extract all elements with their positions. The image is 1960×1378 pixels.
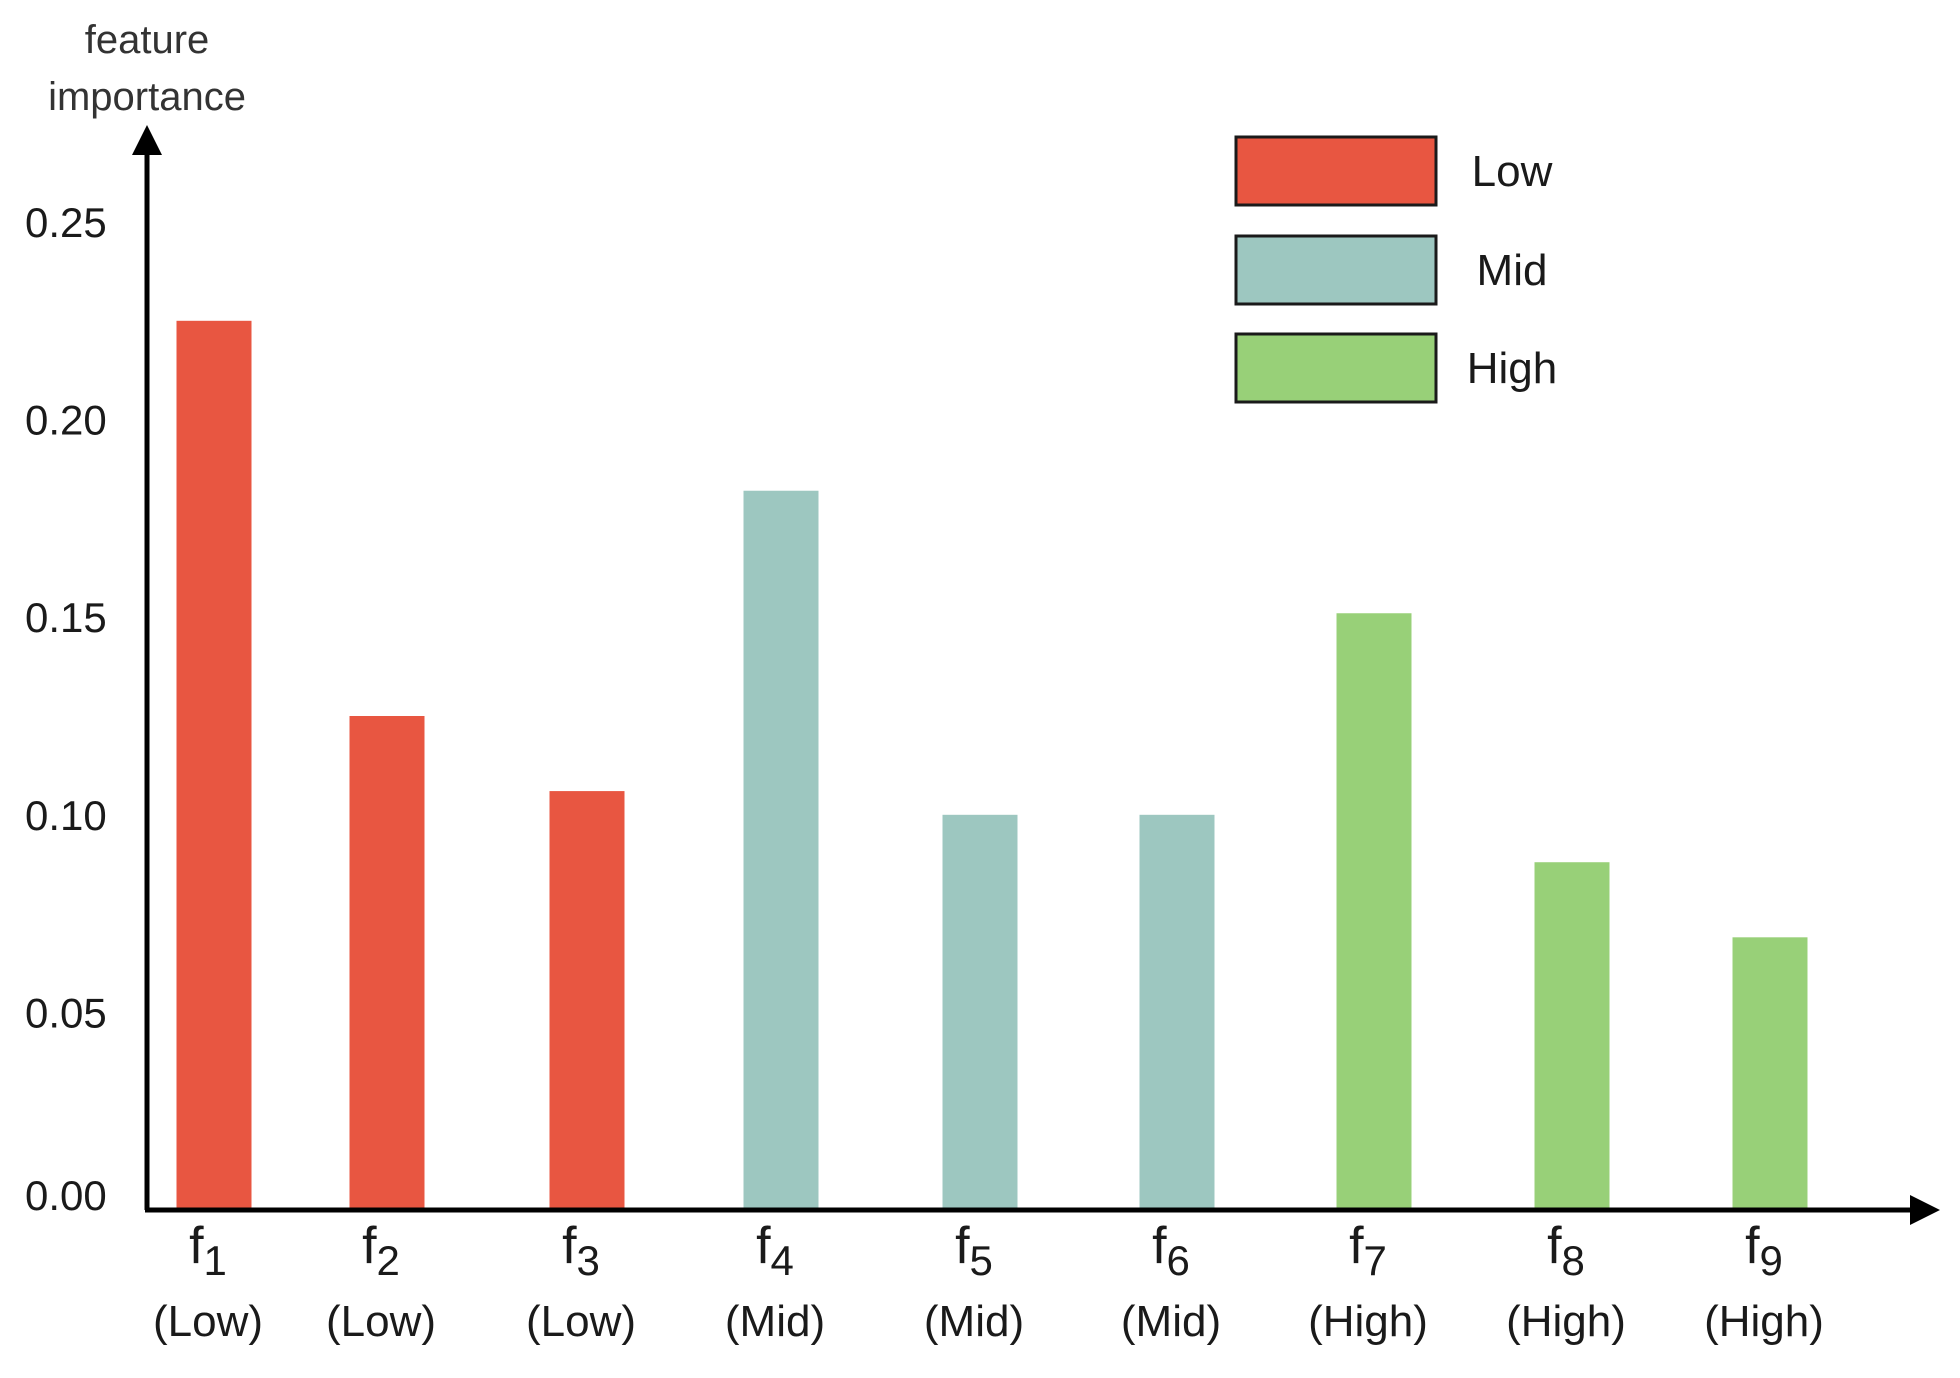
bar-f5 (942, 814, 1018, 1210)
x-tick-label-f5: f5 (955, 1217, 993, 1284)
bar-f2 (349, 716, 425, 1210)
bar-f6 (1139, 814, 1215, 1210)
y-tick-label: 0.00 (25, 1172, 107, 1219)
bar-f3 (549, 791, 625, 1210)
y-axis-label-line-2: importance (48, 75, 246, 119)
y-tick-label: 0.25 (25, 199, 107, 246)
x-group-label: (Low) (153, 1297, 263, 1346)
legend: Low Mid High (1234, 135, 1558, 404)
legend-label-mid: Mid (1477, 246, 1548, 295)
y-ticks: 0.00 0.05 0.10 0.15 0.20 0.25 (25, 199, 107, 1219)
bars (176, 320, 1808, 1211)
x-group-label: (Low) (526, 1297, 636, 1346)
x-tick-label-f6: f6 (1152, 1217, 1190, 1284)
x-tick-label-f9: f9 (1745, 1217, 1783, 1284)
bar-f8 (1534, 862, 1610, 1210)
x-group-label: (Mid) (725, 1297, 825, 1346)
y-tick-label: 0.05 (25, 989, 107, 1036)
x-tick-label-f4: f4 (756, 1217, 794, 1284)
legend-label-high: High (1467, 344, 1558, 393)
legend-label-low: Low (1472, 147, 1553, 196)
legend-swatch-low (1234, 135, 1438, 207)
x-group-label: (Mid) (924, 1297, 1024, 1346)
bar-f4 (743, 490, 819, 1211)
bar-f1 (176, 320, 252, 1210)
x-tick-labels: f1 (Low) f2 (Low) f3 (Low) f4 (Mid) f5 (Mid) f6 (Mi… (153, 1217, 1824, 1346)
x-group-label: (High) (1506, 1297, 1626, 1346)
y-tick-label: 0.10 (25, 792, 107, 839)
y-axis-label-line-1: feature (85, 18, 210, 62)
x-tick-label-f7: f7 (1349, 1217, 1387, 1284)
x-tick-label-f1: f1 (189, 1217, 227, 1284)
x-tick-label-f2: f2 (362, 1217, 400, 1284)
legend-swatch-mid (1234, 234, 1438, 306)
x-group-label: (Mid) (1121, 1297, 1221, 1346)
x-group-label: (Low) (326, 1297, 436, 1346)
bar-f9 (1732, 937, 1808, 1210)
x-group-label: (High) (1704, 1297, 1824, 1346)
x-tick-label-f3: f3 (562, 1217, 600, 1284)
x-group-label: (High) (1308, 1297, 1428, 1346)
x-tick-label-f8: f8 (1547, 1217, 1585, 1284)
y-tick-label: 0.15 (25, 594, 107, 641)
bar-f7 (1336, 613, 1412, 1210)
legend-swatch-high (1234, 332, 1438, 404)
y-tick-label: 0.20 (25, 397, 107, 444)
